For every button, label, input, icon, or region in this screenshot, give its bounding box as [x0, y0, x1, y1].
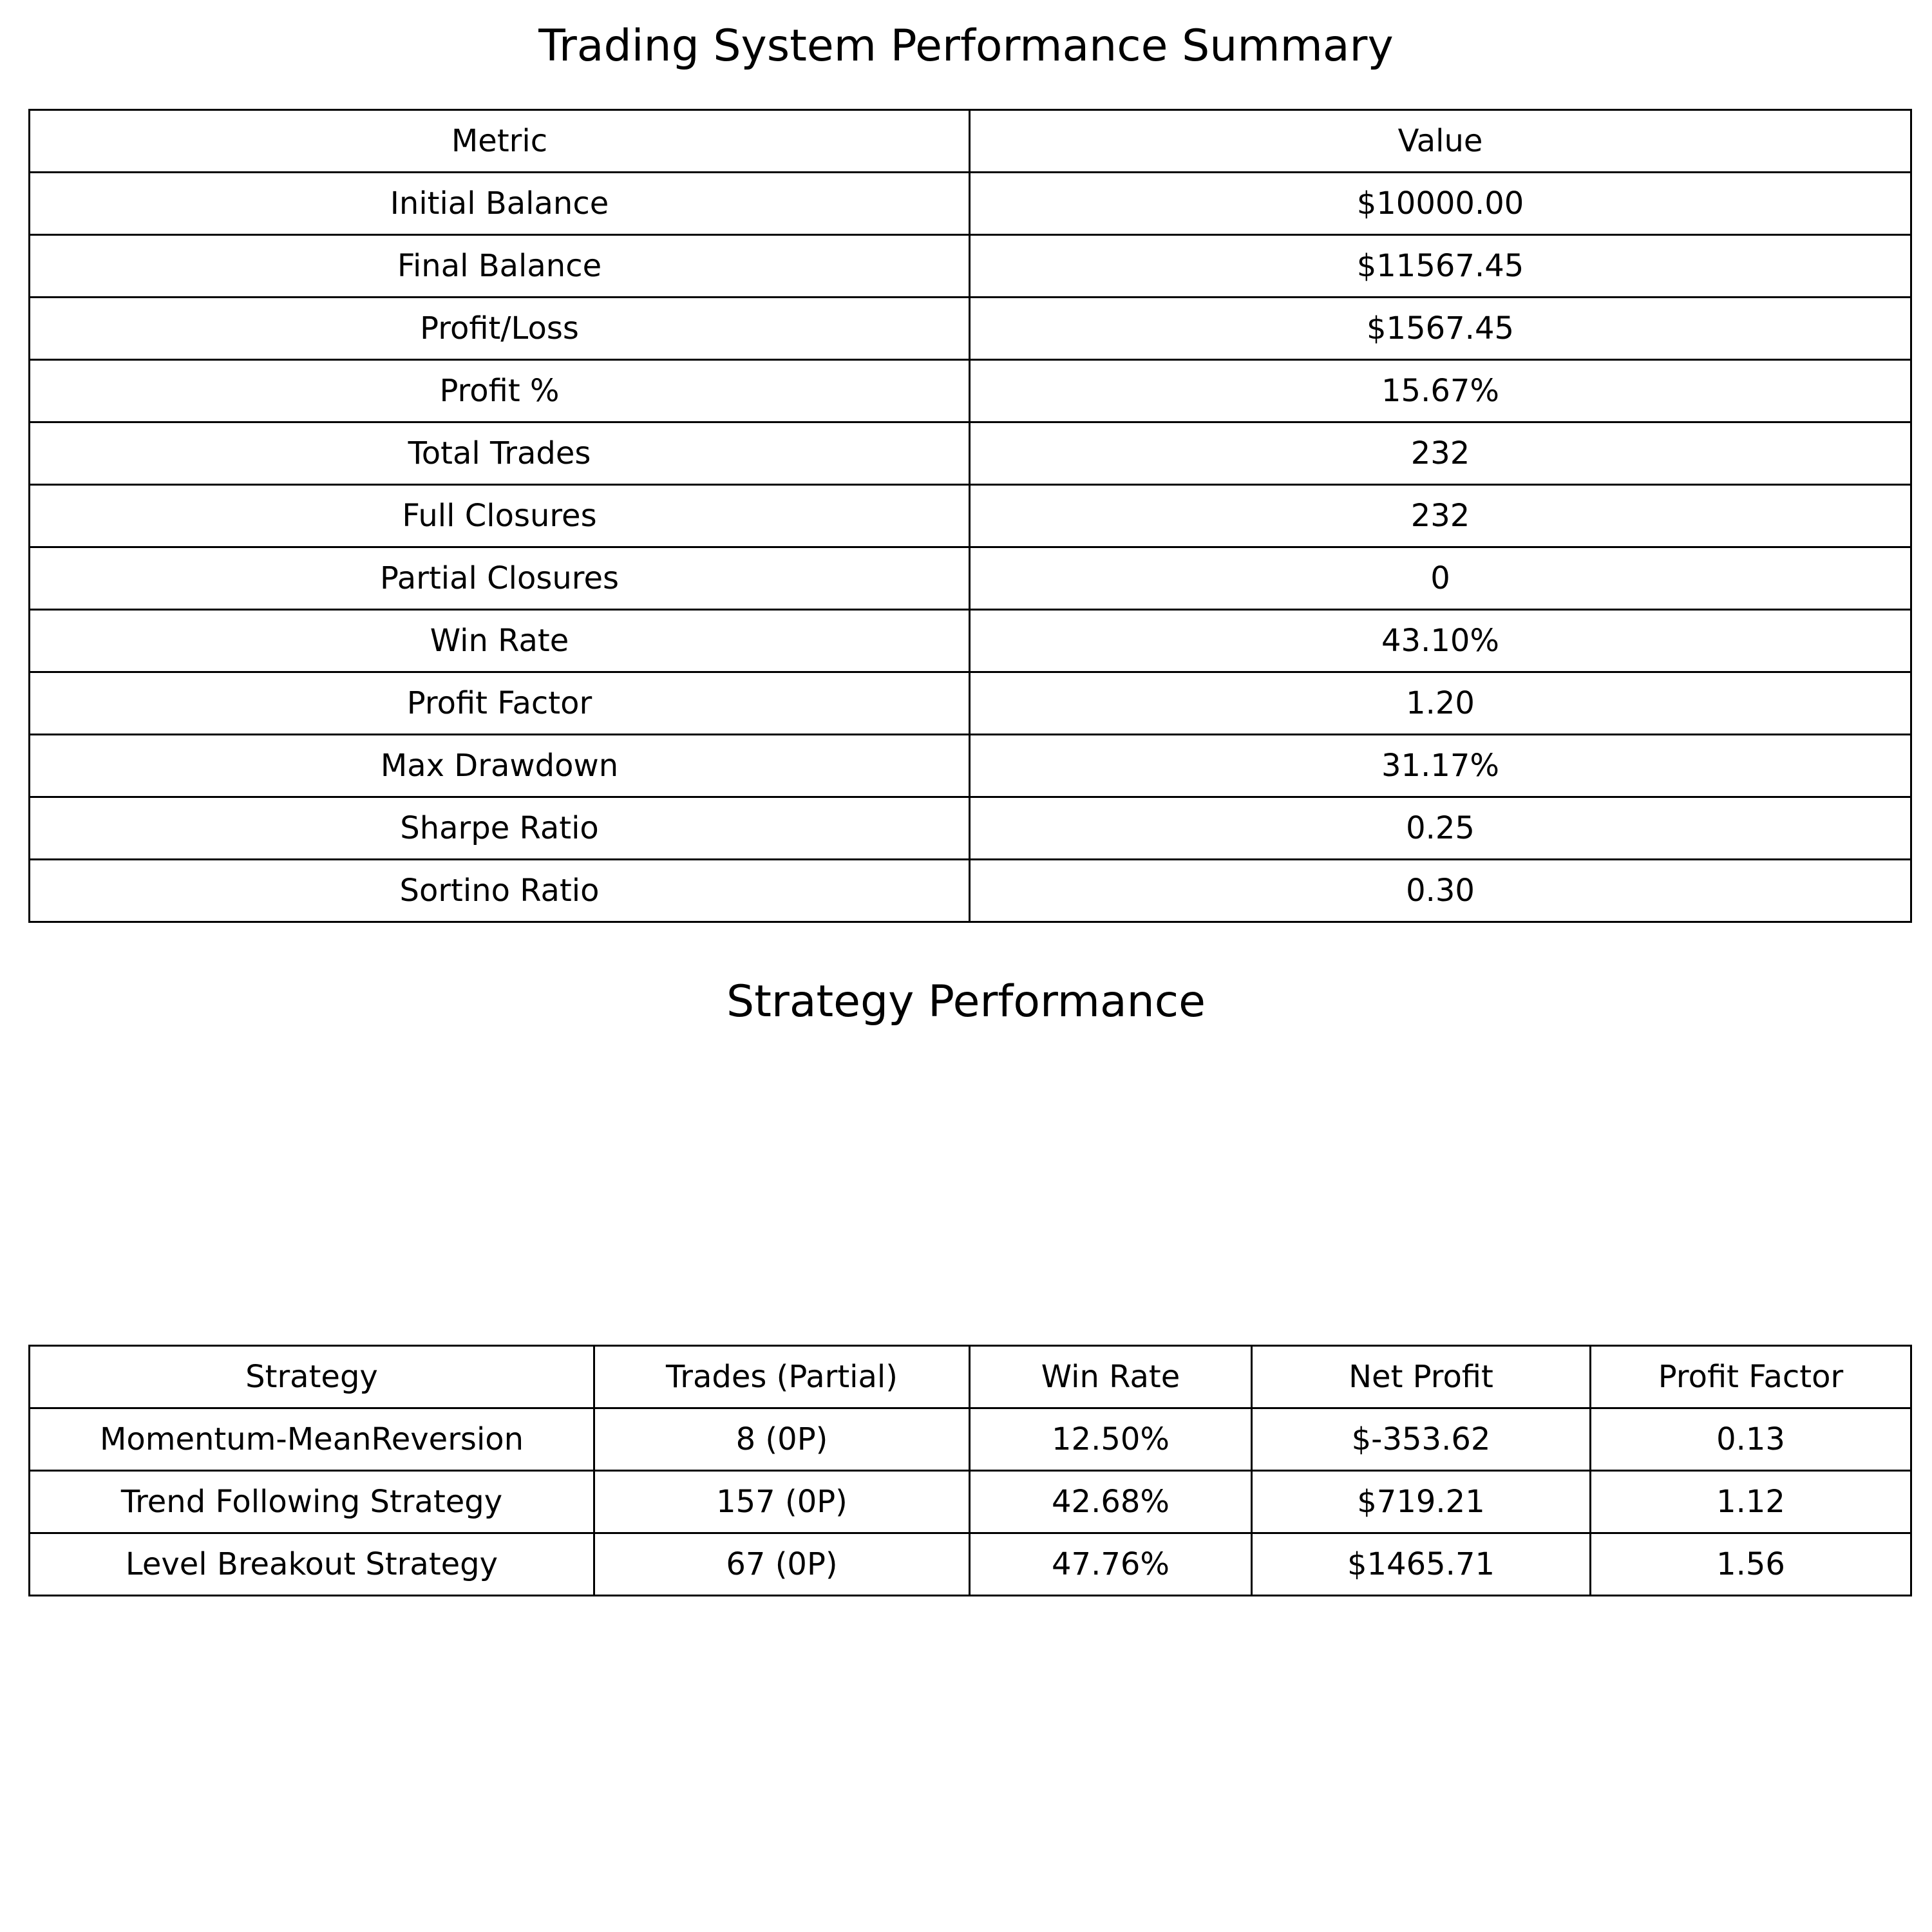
strategy-table-cell: 47.76% — [969, 1532, 1253, 1596]
strategy-table-header-cell: Net Profit — [1251, 1345, 1591, 1409]
summary-table-cell: 0 — [969, 546, 1912, 611]
strategy-table-cell: $719.21 — [1251, 1470, 1591, 1534]
summary-table-cell: $10000.00 — [969, 171, 1912, 236]
summary-table-cell: Profit Factor — [28, 671, 971, 735]
summary-table-cell: 232 — [969, 421, 1912, 486]
summary-table-row: Sortino Ratio 0.30 — [28, 858, 1912, 923]
summary-table-row: Win Rate 43.10% — [28, 609, 1912, 673]
summary-table-cell: 232 — [969, 484, 1912, 548]
summary-table-row: Profit Factor 1.20 — [28, 671, 1912, 735]
summary-table-header-cell: Metric — [28, 109, 971, 173]
summary-table-cell: 0.30 — [969, 858, 1912, 923]
summary-table-cell: Profit/Loss — [28, 296, 971, 361]
strategy-table-cell: $-353.62 — [1251, 1407, 1591, 1472]
summary-table-row: Profit/Loss $1567.45 — [28, 296, 1912, 361]
summary-table-cell: 15.67% — [969, 359, 1912, 423]
summary-table-row: Max Drawdown 31.17% — [28, 734, 1912, 798]
strategy-table-cell: 67 (0P) — [593, 1532, 971, 1596]
summary-table-row: Final Balance $11567.45 — [28, 234, 1912, 298]
summary-table-cell: Sharpe Ratio — [28, 796, 971, 860]
summary-table-row: Sharpe Ratio 0.25 — [28, 796, 1912, 860]
strategy-table-cell: Level Breakout Strategy — [28, 1532, 595, 1596]
summary-table-row: Initial Balance $10000.00 — [28, 171, 1912, 236]
summary-table-cell: Profit % — [28, 359, 971, 423]
summary-table-header-cell: Value — [969, 109, 1912, 173]
strategy-table-header-cell: Win Rate — [969, 1345, 1253, 1409]
summary-table-cell: 43.10% — [969, 609, 1912, 673]
summary-table-cell: Initial Balance — [28, 171, 971, 236]
strategy-table-cell: 157 (0P) — [593, 1470, 971, 1534]
summary-table-row: Profit % 15.67% — [28, 359, 1912, 423]
strategy-table-header-cell: Profit Factor — [1589, 1345, 1912, 1409]
summary-table-cell: $11567.45 — [969, 234, 1912, 298]
summary-table-cell: Win Rate — [28, 609, 971, 673]
summary-table: Metric Value Initial Balance $10000.00 Final… — [28, 109, 1912, 923]
strategy-table-cell: $1465.71 — [1251, 1532, 1591, 1596]
summary-table-cell: Partial Closures — [28, 546, 971, 611]
summary-table-cell: 31.17% — [969, 734, 1912, 798]
strategy-table-cell: 1.56 — [1589, 1532, 1912, 1596]
strategy-table-cell: 1.12 — [1589, 1470, 1912, 1534]
summary-table-cell: Full Closures — [28, 484, 971, 548]
strategy-table-header-cell: Strategy — [28, 1345, 595, 1409]
strategy-table: Strategy Trades (Partial) Win Rate Net Prof… — [28, 1345, 1912, 1596]
strategy-table-header-cell: Trades (Partial) — [593, 1345, 971, 1409]
summary-table-cell: Final Balance — [28, 234, 971, 298]
summary-table-header-row: Metric Value — [28, 109, 1912, 173]
strategy-table-row: Momentum-MeanReversion 8 (0P) 12.50% $-353.… — [28, 1407, 1912, 1472]
summary-table-row: Partial Closures 0 — [28, 546, 1912, 611]
strategy-table-cell: 8 (0P) — [593, 1407, 971, 1472]
summary-table-row: Full Closures 232 — [28, 484, 1912, 548]
strategy-table-cell: 12.50% — [969, 1407, 1253, 1472]
summary-table-cell: $1567.45 — [969, 296, 1912, 361]
summary-table-cell: Sortino Ratio — [28, 858, 971, 923]
summary-table-cell: Max Drawdown — [28, 734, 971, 798]
strategy-table-row: Trend Following Strategy 157 (0P) 42.68% $7… — [28, 1470, 1912, 1534]
summary-table-title: Trading System Performance Summary — [538, 21, 1394, 71]
strategy-table-cell: 42.68% — [969, 1470, 1253, 1534]
summary-table-cell: 0.25 — [969, 796, 1912, 860]
summary-table-row: Total Trades 232 — [28, 421, 1912, 486]
strategy-table-row: Level Breakout Strategy 67 (0P) 47.76% $146… — [28, 1532, 1912, 1596]
summary-table-cell: 1.20 — [969, 671, 1912, 735]
summary-table-cell: Total Trades — [28, 421, 971, 486]
strategy-table-cell: Momentum-MeanReversion — [28, 1407, 595, 1472]
strategy-table-header-row: Strategy Trades (Partial) Win Rate Net Prof… — [28, 1345, 1912, 1409]
strategy-table-cell: Trend Following Strategy — [28, 1470, 595, 1534]
strategy-table-title: Strategy Performance — [726, 976, 1206, 1027]
strategy-table-cell: 0.13 — [1589, 1407, 1912, 1472]
